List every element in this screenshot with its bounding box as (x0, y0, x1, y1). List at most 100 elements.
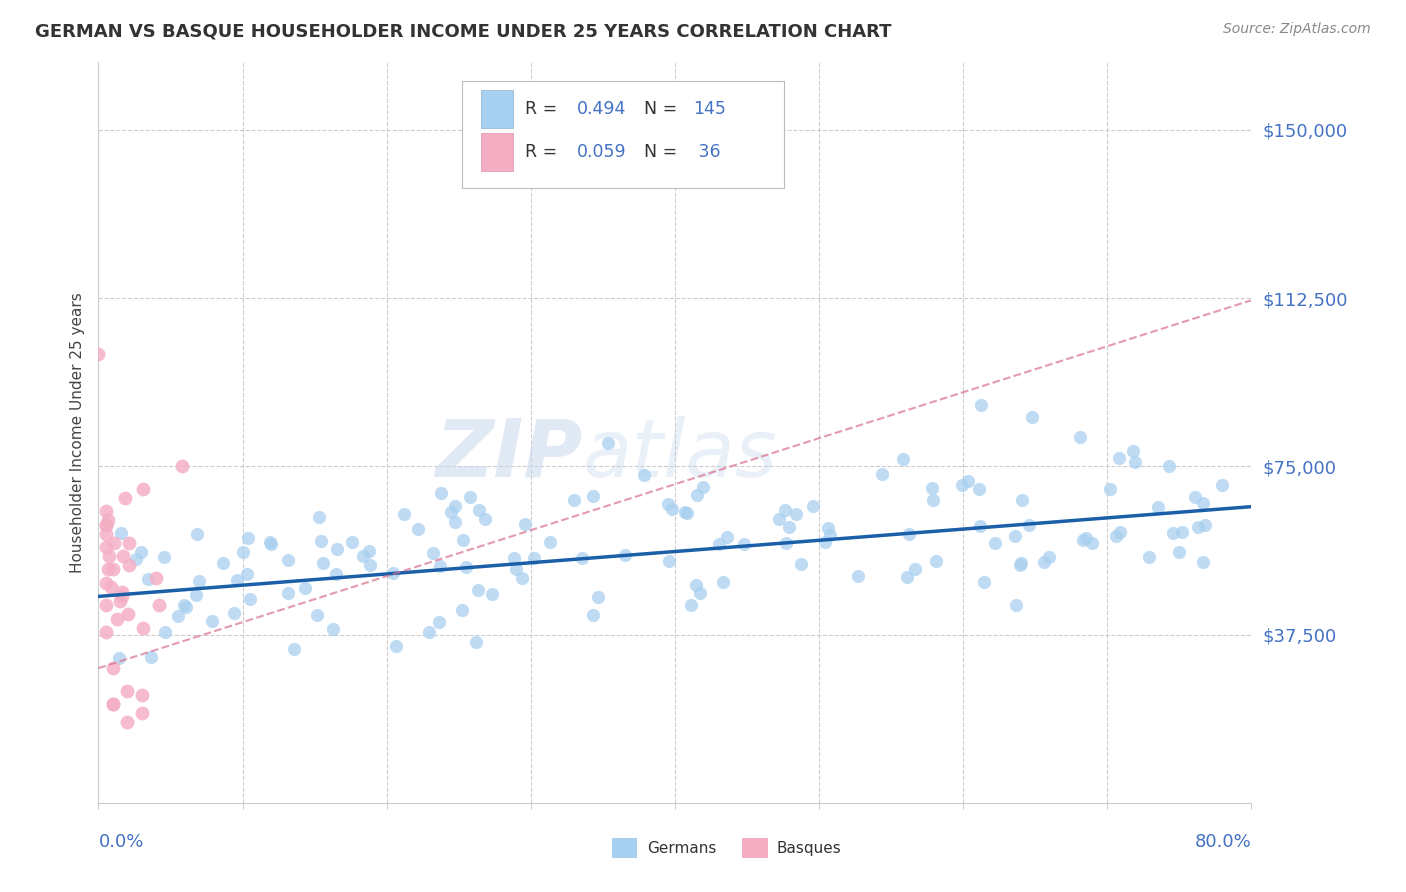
Point (969, 482, 991, 496)
Point (94, 625, 117, 640)
Point (467, 582, 489, 597)
Point (440, 505, 463, 519)
Point (94, 504, 117, 518)
Point (1161, 525, 1184, 540)
Point (114, 491, 136, 505)
Point (418, 625, 440, 640)
Point (1105, 529, 1128, 543)
Point (392, 508, 415, 522)
Point (340, 535, 363, 549)
Point (1157, 458, 1180, 473)
Point (657, 497, 679, 511)
Point (689, 585, 711, 599)
Point (1194, 517, 1216, 532)
Point (768, 512, 790, 526)
Point (283, 641, 305, 656)
Point (1211, 477, 1233, 491)
Point (357, 543, 380, 558)
Point (1191, 495, 1213, 509)
Point (1123, 455, 1146, 469)
Point (451, 533, 474, 548)
Point (118, 535, 141, 549)
Point (352, 549, 374, 563)
Point (711, 575, 734, 590)
Point (1187, 520, 1209, 534)
Point (673, 505, 696, 519)
Point (513, 516, 536, 531)
Point (131, 706, 153, 720)
Point (1184, 490, 1206, 504)
Point (101, 562, 124, 576)
Point (1076, 532, 1098, 546)
Point (110, 526, 132, 541)
Point (97, 562, 120, 576)
Point (1147, 500, 1170, 514)
FancyBboxPatch shape (481, 133, 513, 171)
Point (1192, 555, 1215, 569)
Text: atlas: atlas (582, 416, 778, 494)
Point (117, 683, 139, 698)
Point (970, 398, 993, 412)
Point (1081, 536, 1104, 550)
Point (141, 649, 163, 664)
Text: Basques: Basques (776, 841, 841, 855)
Point (510, 571, 533, 585)
Point (359, 558, 381, 572)
Point (1071, 533, 1094, 547)
Point (467, 503, 489, 517)
Point (186, 527, 208, 541)
Point (94, 517, 117, 532)
Point (1108, 450, 1130, 465)
Point (633, 467, 655, 482)
Point (173, 598, 195, 612)
Point (201, 614, 224, 628)
Point (125, 552, 148, 566)
Point (307, 608, 329, 623)
Point (382, 566, 405, 581)
Point (679, 598, 702, 612)
Point (224, 606, 246, 620)
Point (308, 510, 330, 524)
Point (661, 502, 683, 516)
Point (97, 549, 120, 563)
Point (523, 550, 546, 565)
Text: ZIP: ZIP (436, 416, 582, 494)
Point (778, 520, 800, 534)
Point (172, 459, 194, 474)
Point (97, 513, 120, 527)
Point (136, 572, 159, 586)
Point (94, 526, 117, 541)
Point (1010, 558, 1032, 572)
Point (803, 499, 825, 513)
Point (1137, 550, 1160, 565)
Point (259, 534, 281, 549)
Point (153, 625, 176, 640)
Point (922, 492, 945, 507)
Point (322, 622, 344, 636)
Point (225, 573, 247, 587)
Text: Germans: Germans (647, 841, 716, 855)
Point (1021, 409, 1043, 424)
Point (1069, 430, 1091, 444)
Point (117, 714, 139, 729)
Point (458, 491, 481, 505)
Point (94, 599, 117, 613)
Point (145, 571, 167, 585)
Point (294, 581, 316, 595)
Point (474, 512, 496, 526)
Point (103, 535, 125, 549)
Point (451, 602, 474, 616)
Point (131, 545, 153, 559)
Point (775, 535, 797, 549)
Point (188, 574, 211, 588)
Point (111, 585, 134, 599)
Point (406, 522, 429, 536)
Point (444, 515, 467, 529)
Point (108, 651, 131, 665)
Point (94, 517, 117, 532)
Point (456, 559, 478, 574)
Point (817, 521, 839, 535)
Point (174, 599, 197, 614)
Point (538, 535, 561, 549)
Point (1010, 556, 1032, 570)
